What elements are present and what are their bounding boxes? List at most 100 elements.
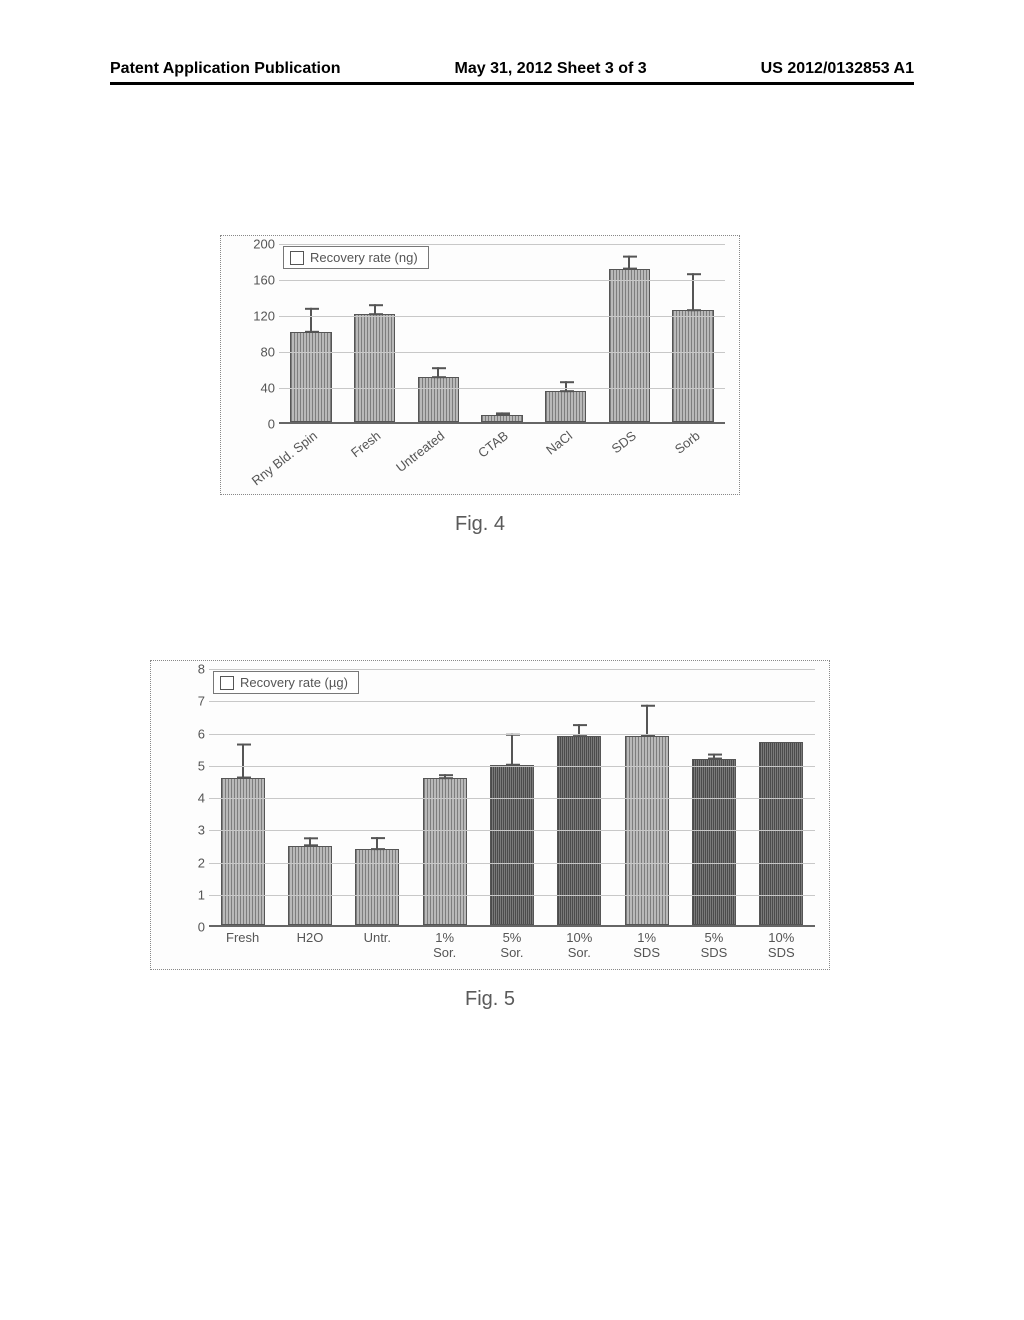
y-tick-label: 1 [198, 887, 205, 902]
x-tick-label: 5%Sor. [500, 931, 523, 961]
bar-slot: NaCl [534, 391, 598, 422]
error-bar [578, 724, 580, 737]
bar [672, 310, 714, 422]
x-tick-label: Sorb [672, 428, 703, 457]
grid-line [209, 766, 815, 767]
y-tick-label: 3 [198, 823, 205, 838]
x-tick-label: Fresh [226, 931, 259, 946]
x-tick-label: Untr. [364, 931, 391, 946]
grid-line [279, 352, 725, 353]
fig5-caption: Fig. 5 [150, 988, 830, 1011]
grid-line [279, 244, 725, 245]
grid-line [209, 669, 815, 670]
header-rule [110, 82, 914, 85]
header-left: Patent Application Publication [110, 60, 341, 78]
y-tick-label: 5 [198, 758, 205, 773]
grid-line [209, 863, 815, 864]
y-tick-label: 2 [198, 855, 205, 870]
bar-slot: 1%Sor. [411, 778, 478, 925]
bar [290, 332, 332, 422]
bar [481, 415, 523, 422]
bar [759, 742, 803, 925]
grid-line [209, 734, 815, 735]
y-tick-label: 160 [253, 273, 275, 288]
bar-slot: 5%SDS [680, 759, 747, 925]
x-tick-label: H2O [297, 931, 324, 946]
y-tick-label: 200 [253, 237, 275, 252]
x-tick-label: Fresh [348, 428, 383, 460]
page-header: Patent Application Publication May 31, 2… [0, 60, 1024, 78]
grid-line [209, 798, 815, 799]
error-bar [628, 255, 630, 269]
fig4-plot-area: Rny Bld. SpinFreshUntreatedCTABNaClSDSSo… [279, 244, 725, 424]
bar-slot: Untr. [344, 849, 411, 925]
legend-swatch-icon [220, 676, 234, 690]
fig4-legend-label: Recovery rate (ng) [310, 250, 418, 265]
y-tick-label: 4 [198, 791, 205, 806]
bar [490, 765, 534, 925]
error-bar [437, 367, 439, 378]
x-tick-label: 1%SDS [633, 931, 660, 961]
bar [423, 778, 467, 925]
grid-line [209, 830, 815, 831]
bar [692, 759, 736, 925]
error-bar [376, 837, 378, 850]
grid-line [209, 701, 815, 702]
grid-line [279, 316, 725, 317]
error-bar [242, 743, 244, 778]
x-tick-label: Untreated [393, 428, 447, 475]
bar [355, 849, 399, 925]
y-tick-label: 80 [261, 345, 275, 360]
error-bar [444, 774, 446, 779]
bar [288, 846, 332, 925]
x-tick-label: 10%SDS [768, 931, 795, 961]
legend-swatch-icon [290, 251, 304, 265]
fig4-chart: Rny Bld. SpinFreshUntreatedCTABNaClSDSSo… [220, 235, 740, 495]
y-tick-label: 8 [198, 662, 205, 677]
bar [221, 778, 265, 925]
figure-5: FreshH2OUntr.1%Sor.5%Sor.10%Sor.1%SDS5%S… [150, 660, 830, 1011]
bar-slot: 10%SDS [748, 742, 815, 925]
bar-slot: H2O [276, 846, 343, 925]
fig4-caption: Fig. 4 [220, 513, 740, 536]
error-bar [646, 705, 648, 737]
bar-slot: 5%Sor. [478, 765, 545, 925]
x-tick-label: SDS [608, 428, 638, 456]
bar [545, 391, 587, 422]
error-bar [565, 381, 567, 392]
bar-slot: Rny Bld. Spin [279, 332, 343, 422]
error-bar [309, 837, 311, 847]
bar-slot: CTAB [470, 415, 534, 422]
grid-line [209, 895, 815, 896]
fig5-bars: FreshH2OUntr.1%Sor.5%Sor.10%Sor.1%SDS5%S… [209, 669, 815, 925]
x-tick-label: Rny Bld. Spin [249, 428, 320, 488]
bar-slot: Untreated [406, 377, 470, 422]
y-tick-label: 7 [198, 694, 205, 709]
y-tick-label: 0 [198, 920, 205, 935]
error-bar [511, 734, 513, 766]
bar [354, 314, 396, 422]
y-tick-label: 120 [253, 309, 275, 324]
fig5-legend: Recovery rate (µg) [213, 671, 359, 694]
x-tick-label: 5%SDS [701, 931, 728, 961]
grid-line [279, 280, 725, 281]
x-tick-label: NaCl [543, 428, 575, 458]
bar-slot: SDS [598, 269, 662, 422]
bar-slot: Fresh [343, 314, 407, 422]
error-bar [501, 412, 503, 416]
error-bar [374, 304, 376, 315]
fig5-legend-label: Recovery rate (µg) [240, 675, 348, 690]
x-tick-label: CTAB [475, 428, 511, 461]
grid-line [279, 388, 725, 389]
bar-slot: Fresh [209, 778, 276, 925]
error-bar [713, 753, 715, 759]
y-tick-label: 40 [261, 381, 275, 396]
bar [609, 269, 651, 422]
fig4-legend: Recovery rate (ng) [283, 246, 429, 269]
bar [418, 377, 460, 422]
x-tick-label: 10%Sor. [566, 931, 592, 961]
bar-slot: Sorb [661, 310, 725, 422]
y-tick-label: 6 [198, 726, 205, 741]
y-tick-label: 0 [268, 417, 275, 432]
fig5-chart: FreshH2OUntr.1%Sor.5%Sor.10%Sor.1%SDS5%S… [150, 660, 830, 970]
